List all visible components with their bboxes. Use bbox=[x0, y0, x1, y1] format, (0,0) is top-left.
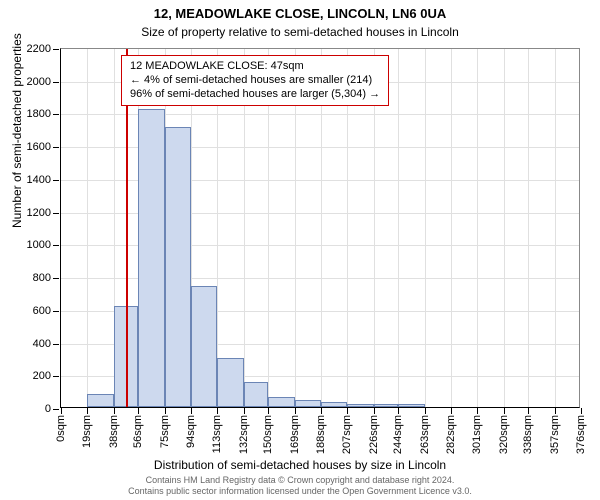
x-tick bbox=[87, 408, 88, 414]
x-tick bbox=[451, 408, 452, 414]
x-tick bbox=[191, 408, 192, 414]
footer-line: Contains public sector information licen… bbox=[0, 486, 600, 497]
histogram-bar bbox=[374, 404, 399, 407]
y-tick bbox=[53, 82, 59, 83]
y-tick-label: 0 bbox=[45, 403, 51, 415]
gridline-v bbox=[87, 49, 88, 407]
y-tick-label: 200 bbox=[33, 370, 51, 382]
histogram-bar bbox=[217, 358, 243, 407]
x-tick-label: 0sqm bbox=[55, 415, 67, 442]
x-tick bbox=[477, 408, 478, 414]
y-tick bbox=[53, 180, 59, 181]
x-tick bbox=[504, 408, 505, 414]
y-tick-label: 2000 bbox=[27, 76, 51, 88]
footer-line: Contains HM Land Registry data © Crown c… bbox=[0, 475, 600, 486]
x-tick-label: 38sqm bbox=[108, 415, 120, 448]
y-tick-label: 600 bbox=[33, 305, 51, 317]
x-tick-label: 207sqm bbox=[341, 415, 353, 454]
y-tick bbox=[53, 278, 59, 279]
x-tick-label: 113sqm bbox=[211, 415, 223, 453]
y-tick-label: 1600 bbox=[27, 141, 51, 153]
y-tick bbox=[53, 409, 59, 410]
x-tick bbox=[165, 408, 166, 414]
x-tick-label: 19sqm bbox=[81, 415, 93, 448]
histogram-bar bbox=[191, 286, 217, 407]
histogram-bar bbox=[138, 109, 164, 407]
x-axis-label: Distribution of semi-detached houses by … bbox=[0, 458, 600, 472]
x-tick bbox=[347, 408, 348, 414]
gridline-v bbox=[398, 49, 399, 407]
x-tick-label: 263sqm bbox=[419, 415, 431, 454]
x-tick bbox=[528, 408, 529, 414]
gridline-v bbox=[477, 49, 478, 407]
gridline-v bbox=[451, 49, 452, 407]
x-tick bbox=[217, 408, 218, 414]
x-tick bbox=[398, 408, 399, 414]
x-tick bbox=[138, 408, 139, 414]
x-tick-label: 357sqm bbox=[549, 415, 561, 454]
histogram-bar bbox=[347, 404, 373, 407]
chart-title-sub: Size of property relative to semi-detach… bbox=[0, 23, 600, 43]
histogram-bar bbox=[165, 127, 191, 407]
x-tick-label: 338sqm bbox=[522, 415, 534, 454]
x-tick bbox=[61, 408, 62, 414]
gridline-v bbox=[528, 49, 529, 407]
x-tick bbox=[244, 408, 245, 414]
histogram-bar bbox=[87, 394, 113, 407]
y-tick bbox=[53, 344, 59, 345]
y-tick bbox=[53, 49, 59, 50]
y-tick-label: 800 bbox=[33, 272, 51, 284]
y-tick-label: 1000 bbox=[27, 239, 51, 251]
y-tick-label: 400 bbox=[33, 338, 51, 350]
y-tick bbox=[53, 376, 59, 377]
x-tick bbox=[374, 408, 375, 414]
histogram-bar bbox=[398, 404, 424, 407]
y-tick bbox=[53, 245, 59, 246]
y-tick-label: 2200 bbox=[27, 43, 51, 55]
x-tick-label: 94sqm bbox=[185, 415, 197, 448]
histogram-bar bbox=[244, 382, 269, 407]
gridline-v bbox=[555, 49, 556, 407]
y-tick bbox=[53, 114, 59, 115]
x-tick-label: 376sqm bbox=[575, 415, 587, 454]
x-tick-label: 75sqm bbox=[159, 415, 171, 448]
x-tick bbox=[555, 408, 556, 414]
footer-attribution: Contains HM Land Registry data © Crown c… bbox=[0, 475, 600, 497]
x-tick-label: 169sqm bbox=[289, 415, 301, 454]
x-tick bbox=[114, 408, 115, 414]
x-tick bbox=[321, 408, 322, 414]
x-tick-label: 301sqm bbox=[471, 415, 483, 454]
y-tick bbox=[53, 213, 59, 214]
x-tick-label: 226sqm bbox=[368, 415, 380, 454]
x-tick-label: 320sqm bbox=[498, 415, 510, 454]
x-tick-label: 188sqm bbox=[315, 415, 327, 454]
x-tick-label: 132sqm bbox=[238, 415, 250, 454]
y-tick-label: 1200 bbox=[27, 207, 51, 219]
plot-area: 0200400600800100012001400160018002000220… bbox=[60, 48, 580, 408]
gridline-v bbox=[425, 49, 426, 407]
y-tick-label: 1400 bbox=[27, 174, 51, 186]
x-tick bbox=[581, 408, 582, 414]
x-tick-label: 244sqm bbox=[392, 415, 404, 454]
chart-container: 12, MEADOWLAKE CLOSE, LINCOLN, LN6 0UA S… bbox=[0, 0, 600, 500]
x-tick bbox=[425, 408, 426, 414]
chart-title-main: 12, MEADOWLAKE CLOSE, LINCOLN, LN6 0UA bbox=[0, 0, 600, 23]
x-tick-label: 150sqm bbox=[262, 415, 274, 454]
histogram-bar bbox=[268, 397, 294, 407]
info-box: 12 MEADOWLAKE CLOSE: 47sqm ← 4% of semi-… bbox=[121, 55, 389, 106]
histogram-bar bbox=[295, 400, 321, 407]
histogram-bar bbox=[321, 402, 347, 407]
y-tick bbox=[53, 147, 59, 148]
x-tick bbox=[295, 408, 296, 414]
x-tick-label: 282sqm bbox=[445, 415, 457, 454]
x-tick-label: 56sqm bbox=[132, 415, 144, 448]
y-tick bbox=[53, 311, 59, 312]
y-tick-label: 1800 bbox=[27, 108, 51, 120]
info-box-line: ← 4% of semi-detached houses are smaller… bbox=[130, 74, 380, 88]
x-tick bbox=[268, 408, 269, 414]
y-axis-label: Number of semi-detached properties bbox=[10, 33, 24, 228]
gridline-v bbox=[504, 49, 505, 407]
info-box-line: 96% of semi-detached houses are larger (… bbox=[130, 88, 380, 102]
info-box-line: 12 MEADOWLAKE CLOSE: 47sqm bbox=[130, 60, 380, 74]
